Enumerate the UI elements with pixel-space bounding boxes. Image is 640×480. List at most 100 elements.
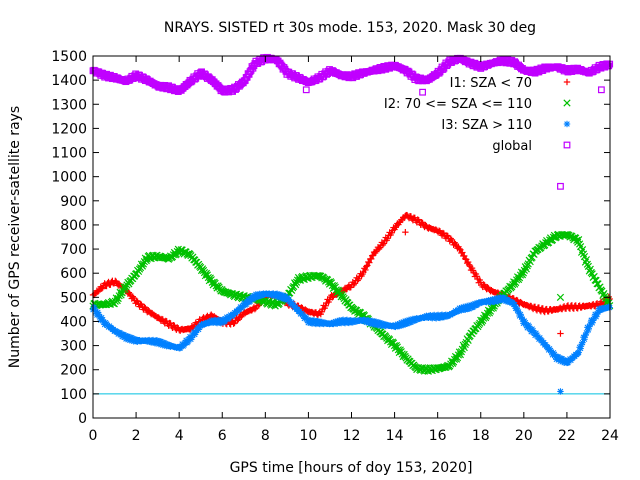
data-point [234, 317, 241, 324]
x-tick-label: 6 [218, 428, 227, 444]
data-point [583, 260, 592, 268]
data-point [605, 62, 613, 70]
outlier-points [302, 86, 605, 395]
y-tick-label: 1100 [51, 146, 87, 162]
data-point [141, 303, 148, 311]
data-point [549, 233, 558, 241]
y-axis-label: Number of GPS receiver-satellite rays [7, 106, 23, 368]
data-point [133, 297, 140, 304]
data-point [121, 285, 129, 293]
data-point [489, 304, 497, 312]
x-tick-label: 16 [429, 428, 447, 444]
data-point [137, 300, 144, 308]
plot-area [89, 53, 614, 395]
data-point [581, 336, 588, 343]
data-point [379, 241, 387, 249]
data-point [461, 340, 469, 349]
y-tick-label: 100 [60, 387, 87, 403]
y-tick-label: 500 [60, 290, 87, 306]
data-point [230, 320, 237, 327]
data-point [518, 271, 527, 279]
legend-label: I2: 70 <= SZA <= 110 [384, 97, 532, 112]
y-axis: 0 100 200 300 400 500 600 700 800 900 1000 1100 1200… [51, 49, 610, 427]
legend-marker [563, 141, 571, 149]
series-1 [89, 211, 613, 334]
data-point [577, 345, 584, 352]
x-axis-label: GPS time [hours of doy 153, 2020] [230, 460, 473, 476]
data-point [578, 245, 587, 254]
x-tick-label: 10 [300, 428, 318, 444]
data-point [412, 363, 420, 372]
data-point [368, 255, 375, 263]
x-axis: 0 2 4 6 8 10 12 14 16 18 20 22 24 [89, 56, 619, 444]
legend-marker [563, 99, 571, 107]
data-point [350, 281, 357, 289]
x-tick-label: 12 [343, 428, 361, 444]
y-tick-label: 900 [60, 194, 87, 210]
y-tick-label: 300 [60, 339, 87, 355]
x-tick-label: 8 [261, 428, 270, 444]
x-tick-label: 22 [558, 428, 576, 444]
x-tick-label: 4 [175, 428, 184, 444]
y-tick-label: 1400 [51, 73, 87, 89]
outlier-point [557, 388, 564, 395]
data-point [366, 259, 373, 266]
y-tick-label: 700 [60, 242, 87, 258]
legend-label: global [492, 139, 532, 154]
data-point [375, 245, 383, 253]
data-point [459, 249, 466, 256]
y-tick-label: 1000 [51, 170, 87, 186]
y-tick-label: 1500 [51, 49, 87, 65]
plot-frame [92, 55, 611, 419]
data-point [117, 291, 125, 299]
data-point [280, 64, 288, 71]
data-point [98, 285, 105, 292]
data-point [129, 293, 136, 300]
outlier-point [402, 228, 409, 236]
data-point [414, 216, 421, 223]
x-tick-label: 18 [472, 428, 490, 444]
data-point [523, 262, 531, 270]
x-tick-label: 2 [132, 428, 141, 444]
data-point [362, 266, 369, 274]
outlier-point [556, 293, 565, 301]
data-point [363, 263, 370, 270]
y-tick-label: 600 [60, 266, 87, 282]
legend: I1: SZA < 70 I2: 70 <= SZA <= 110 I3: SZA … [384, 76, 571, 154]
chart-title: NRAYS. SISTED rt 30s mode. 153, 2020. Ma… [164, 20, 536, 36]
data-point [338, 291, 346, 299]
legend-marker [563, 78, 571, 86]
data-point [439, 66, 447, 73]
y-tick-label: 1200 [51, 121, 87, 137]
data-point [125, 280, 133, 288]
data-point [456, 245, 463, 252]
data-point [461, 252, 468, 260]
x-tick-label: 24 [601, 428, 619, 444]
data-point [575, 236, 583, 244]
y-tick-label: 200 [60, 363, 87, 379]
outlier-point [557, 330, 564, 337]
outlier-point [419, 88, 426, 96]
y-tick-label: 800 [60, 218, 87, 234]
x-tick-label: 14 [386, 428, 404, 444]
data-point [113, 297, 121, 305]
y-tick-label: 0 [78, 411, 87, 427]
x-tick-label: 0 [89, 428, 98, 444]
data-point [447, 235, 454, 242]
outlier-point [557, 182, 564, 190]
data-point [601, 292, 609, 301]
legend-label: I3: SZA > 110 [441, 118, 532, 133]
x-tick-label: 20 [515, 428, 533, 444]
outlier-point [597, 86, 605, 94]
series-3 [89, 290, 613, 367]
series-4 [89, 53, 614, 96]
outlier-point [302, 86, 310, 94]
series-2 [89, 230, 614, 375]
legend-label: I1: SZA < 70 [450, 76, 532, 91]
y-tick-label: 400 [60, 314, 87, 330]
data-point [138, 262, 147, 270]
data-point [134, 267, 143, 276]
legend-marker [563, 120, 571, 128]
y-tick-label: 1300 [51, 97, 87, 113]
